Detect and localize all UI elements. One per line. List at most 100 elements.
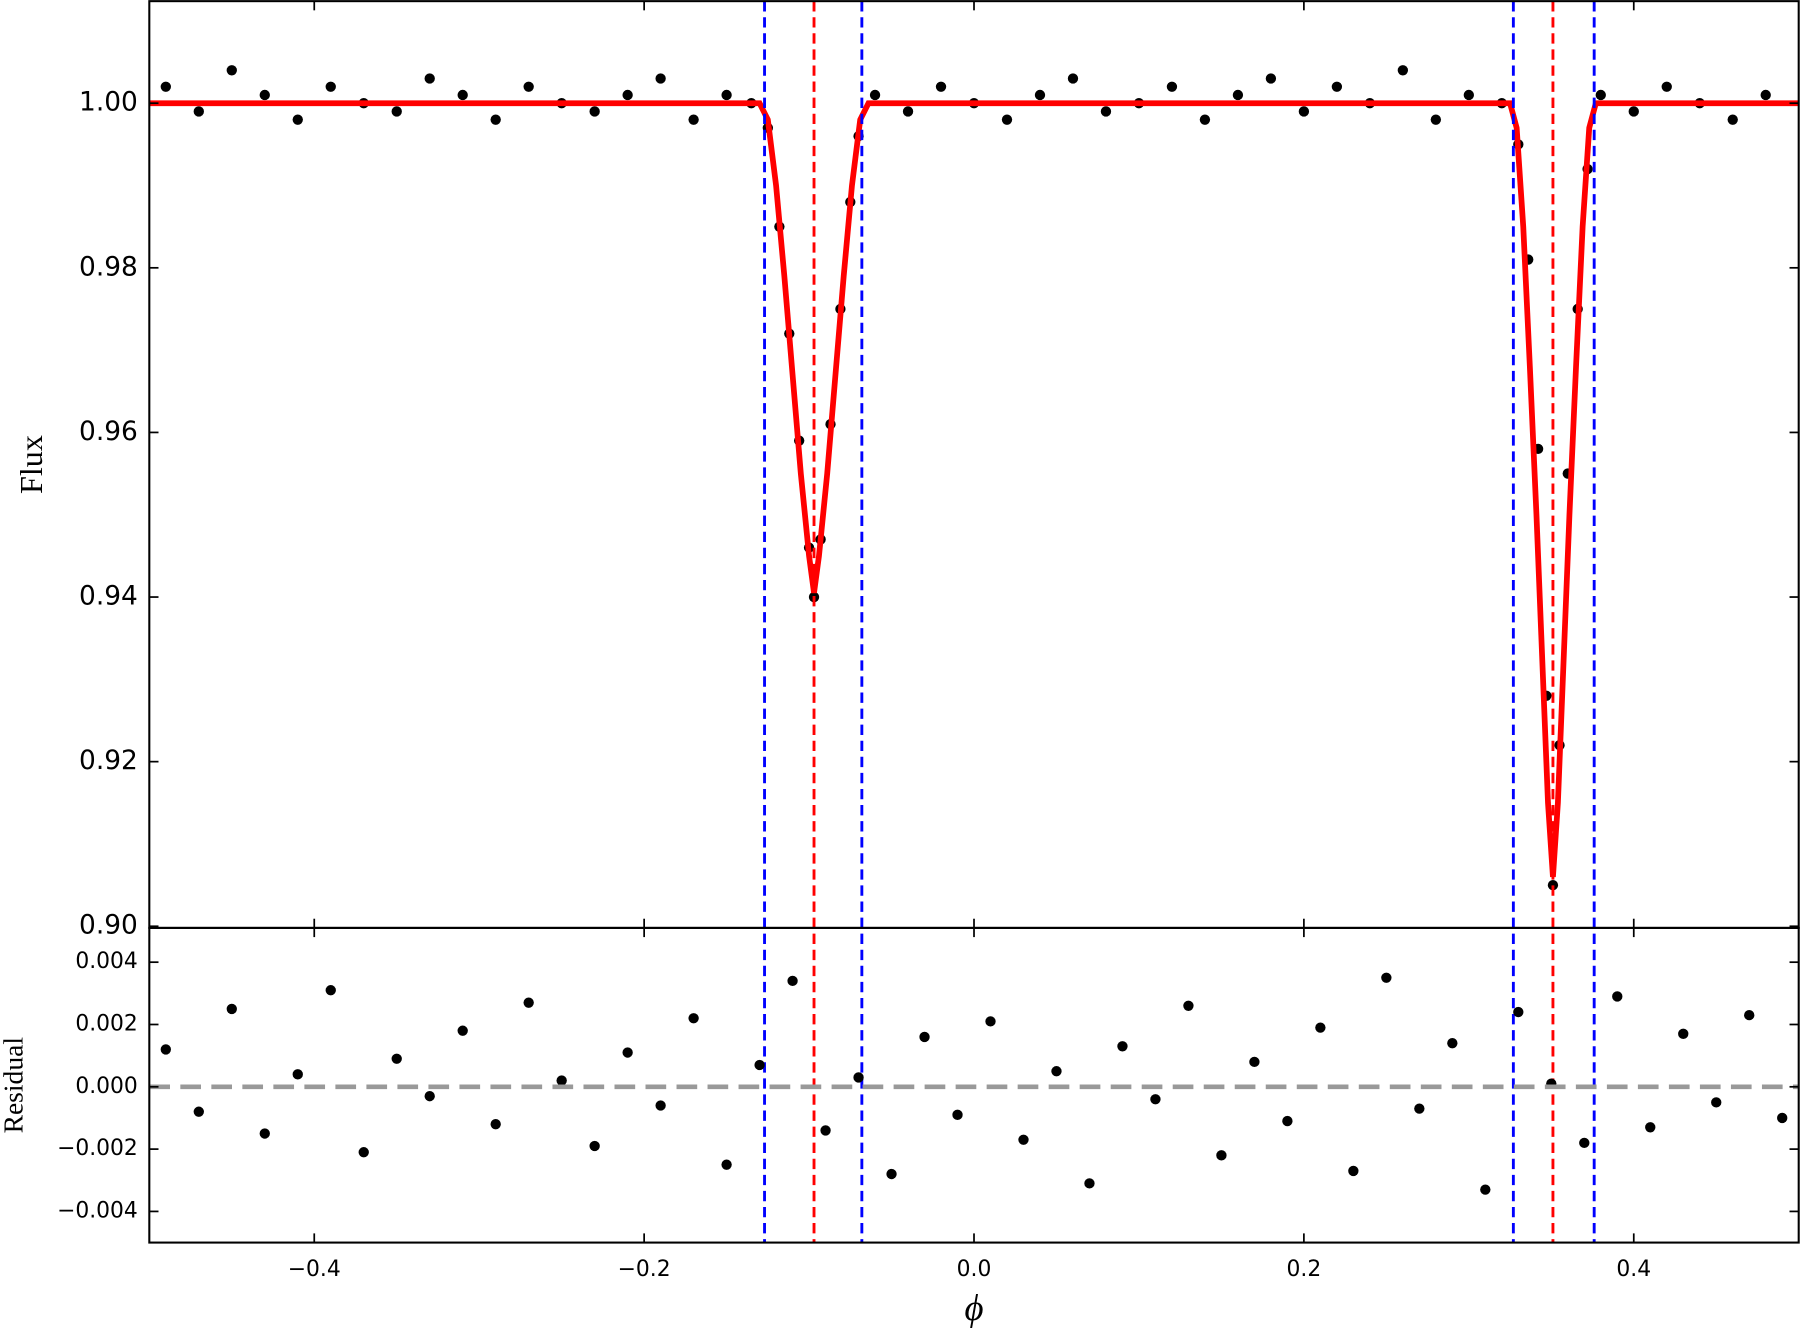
model-line [149,100,1799,878]
data-point [869,89,881,101]
data-point [1595,89,1606,101]
x-tick-label: −0.4 [288,1257,341,1282]
x-axis-label: ϕ [964,1287,983,1328]
data-point [935,81,947,92]
y-tick-label: 0.90 [79,910,138,941]
data-point [754,1059,765,1071]
data-point [952,1109,963,1121]
data-point [1447,1038,1458,1049]
data-point [787,975,798,987]
data-point [490,1119,501,1130]
data-point [1381,972,1392,983]
data-point [523,997,534,1008]
data-point [457,89,468,101]
data-point [688,114,699,125]
data-point [1183,1000,1194,1011]
x-tick-label: 0.4 [1616,1257,1651,1282]
data-point [1760,89,1771,101]
y-tick-label: 0.92 [79,745,138,776]
y-tick-label: −0.004 [57,1198,138,1223]
data-point [655,73,666,84]
data-point [1661,81,1672,92]
data-point [226,65,237,76]
data-point [1397,65,1409,76]
data-point [325,81,336,92]
data-point [1199,114,1211,125]
data-point [325,985,336,996]
data-point [1463,89,1474,101]
axes-frame [148,0,1800,929]
data-point [1166,81,1178,92]
data-point [1001,114,1013,125]
data-point [1331,81,1343,92]
y-tick-label: −0.002 [57,1136,138,1161]
plot-area [149,972,1799,1195]
y-tick-label: 0.96 [79,416,138,447]
y-axis-label: Flux [13,435,49,494]
data-point [358,1147,369,1158]
x-tick-label: 0.2 [1287,1257,1322,1282]
data-point [1315,1022,1326,1033]
data-point [1150,1094,1161,1105]
y-tick-label: 0.000 [75,1074,137,1099]
data-point [1513,1006,1524,1018]
data-point [622,89,633,101]
data-point [985,1016,996,1027]
data-point [523,81,534,92]
data-point [1744,1009,1755,1021]
data-point [1282,1115,1293,1127]
data-point [391,1053,402,1064]
data-point [259,89,270,101]
data-point [1018,1134,1029,1145]
data-point [226,1003,237,1015]
y-tick-label: 0.002 [75,1011,137,1036]
data-point [1232,89,1244,101]
data-point [424,1090,435,1102]
data-point [1727,114,1738,125]
data-point [1216,1150,1227,1161]
data-point [490,114,501,125]
data-point [1579,1137,1590,1149]
y-axis-label: Residual [0,1037,28,1134]
data-point [1067,73,1079,84]
data-point [1777,1112,1788,1124]
data-point [853,1072,864,1083]
data-point [902,106,914,117]
y-tick-label: 0.004 [75,949,137,974]
data-point [688,1013,699,1024]
data-point [292,114,303,125]
data-point [1298,106,1310,117]
data-point [160,81,171,92]
data-point [589,106,600,117]
data-point [1117,1041,1128,1052]
data-point [1414,1103,1425,1114]
data-point [1480,1184,1491,1195]
data-point [1034,89,1046,101]
data-point [292,1069,303,1080]
plot-area [149,65,1799,891]
y-tick-label: 1.00 [79,87,138,118]
data-point [1711,1097,1722,1108]
data-point [886,1168,897,1180]
y-tick-label: 0.98 [79,251,138,282]
data-point [622,1047,633,1058]
y-tick-label: 0.94 [79,581,138,612]
data-point [259,1128,270,1139]
data-point [655,1100,666,1111]
data-point [193,1106,204,1117]
data-point [589,1140,600,1152]
data-point [820,1125,831,1136]
data-point [919,1031,930,1043]
data-point [1249,1056,1260,1068]
data-point [556,1075,567,1086]
data-point [1348,1165,1359,1177]
data-point [424,73,435,84]
data-point [1645,1122,1656,1133]
x-tick-label: −0.2 [618,1257,671,1282]
data-point [1100,106,1112,117]
data-point [1547,879,1559,891]
data-point [160,1044,171,1055]
data-point [1430,114,1442,125]
data-point [193,106,204,117]
